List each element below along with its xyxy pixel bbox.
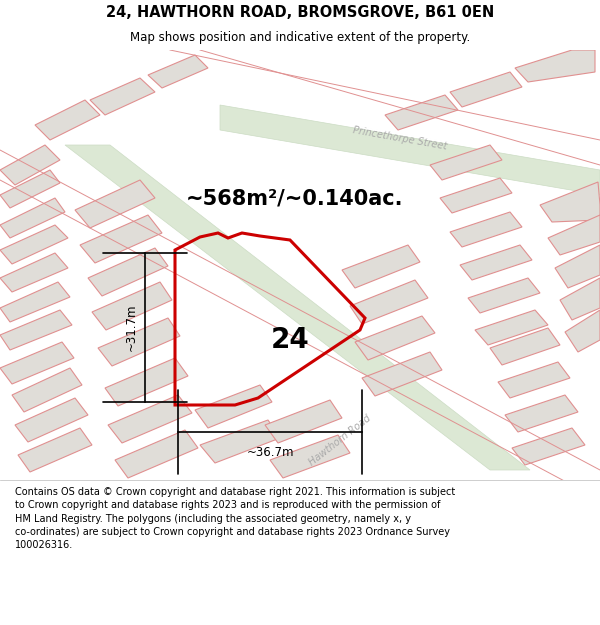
Polygon shape <box>35 100 100 140</box>
Polygon shape <box>0 198 65 238</box>
Polygon shape <box>0 342 74 384</box>
Polygon shape <box>0 310 72 350</box>
Text: Princethorpe Street: Princethorpe Street <box>352 125 448 151</box>
Text: Contains OS data © Crown copyright and database right 2021. This information is : Contains OS data © Crown copyright and d… <box>15 488 455 550</box>
Polygon shape <box>540 182 600 222</box>
Polygon shape <box>385 95 458 130</box>
Polygon shape <box>80 215 162 263</box>
Text: 24, HAWTHORN ROAD, BROMSGROVE, B61 0EN: 24, HAWTHORN ROAD, BROMSGROVE, B61 0EN <box>106 5 494 20</box>
Polygon shape <box>565 310 600 352</box>
Polygon shape <box>362 352 442 396</box>
Polygon shape <box>0 170 60 208</box>
Polygon shape <box>440 178 512 213</box>
Text: ~31.7m: ~31.7m <box>125 304 137 351</box>
Polygon shape <box>18 428 92 472</box>
Text: ~36.7m: ~36.7m <box>246 446 294 459</box>
Polygon shape <box>200 420 280 463</box>
Polygon shape <box>65 145 530 470</box>
Polygon shape <box>512 428 585 465</box>
Polygon shape <box>548 215 600 255</box>
Polygon shape <box>75 180 155 228</box>
Polygon shape <box>430 145 502 180</box>
Text: Map shows position and indicative extent of the property.: Map shows position and indicative extent… <box>130 31 470 44</box>
Text: ~568m²/~0.140ac.: ~568m²/~0.140ac. <box>186 188 404 208</box>
Polygon shape <box>350 280 428 324</box>
Polygon shape <box>265 400 342 443</box>
Polygon shape <box>0 145 60 185</box>
Polygon shape <box>505 395 578 432</box>
Polygon shape <box>108 395 192 443</box>
Polygon shape <box>498 362 570 398</box>
Polygon shape <box>460 245 532 280</box>
Polygon shape <box>0 225 68 264</box>
Polygon shape <box>450 72 522 107</box>
Polygon shape <box>342 245 420 288</box>
Polygon shape <box>450 212 522 247</box>
Polygon shape <box>88 248 168 296</box>
Polygon shape <box>560 278 600 320</box>
Polygon shape <box>12 368 82 412</box>
Polygon shape <box>98 318 180 366</box>
Polygon shape <box>355 316 435 360</box>
Polygon shape <box>105 358 188 406</box>
Polygon shape <box>195 385 272 428</box>
Text: 24: 24 <box>271 326 310 354</box>
Polygon shape <box>15 398 88 442</box>
Polygon shape <box>475 310 548 345</box>
Polygon shape <box>468 278 540 313</box>
Polygon shape <box>90 78 155 115</box>
Polygon shape <box>0 253 68 292</box>
Polygon shape <box>148 55 208 88</box>
Polygon shape <box>115 430 198 478</box>
Polygon shape <box>92 282 172 330</box>
Polygon shape <box>515 50 595 82</box>
Polygon shape <box>220 105 600 195</box>
Polygon shape <box>0 282 70 322</box>
Polygon shape <box>490 328 560 365</box>
Text: Hawthorn Road: Hawthorn Road <box>307 412 373 468</box>
Polygon shape <box>270 435 350 478</box>
Polygon shape <box>555 245 600 288</box>
